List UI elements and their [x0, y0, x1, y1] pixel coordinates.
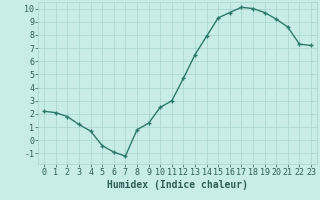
X-axis label: Humidex (Indice chaleur): Humidex (Indice chaleur) — [107, 180, 248, 190]
